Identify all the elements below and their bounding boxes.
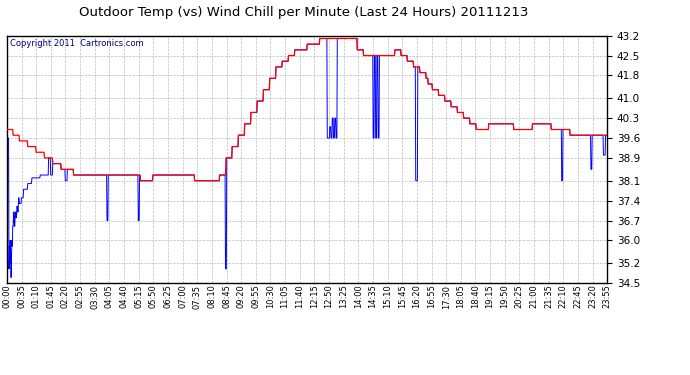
Text: Outdoor Temp (vs) Wind Chill per Minute (Last 24 Hours) 20111213: Outdoor Temp (vs) Wind Chill per Minute … [79,6,529,19]
Text: Copyright 2011  Cartronics.com: Copyright 2011 Cartronics.com [10,39,144,48]
